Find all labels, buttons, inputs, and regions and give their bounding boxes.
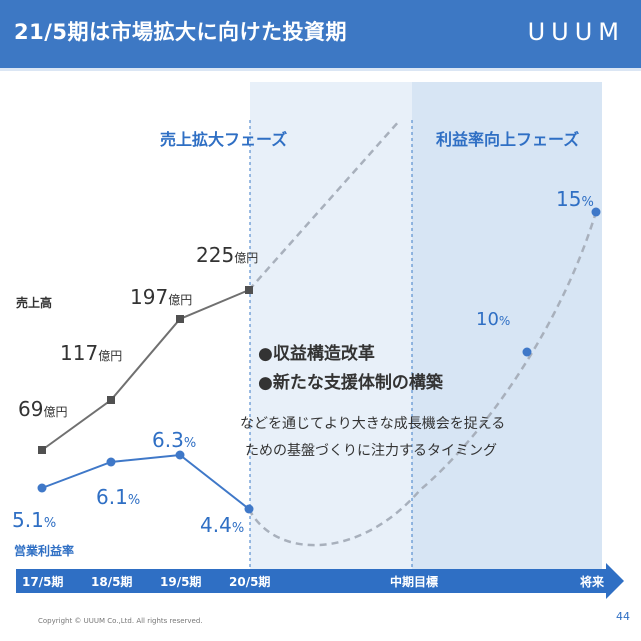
sales-point-3 [176, 315, 184, 323]
sales-value-1: 69億円 [18, 397, 68, 421]
timeline-arrowhead [606, 563, 624, 599]
margin-value-5: 10% [476, 309, 511, 330]
sales-label: 売上高 [16, 296, 53, 310]
phase2-title: 利益率向上フェーズ [436, 130, 580, 149]
timeline-label-5: 中期目標 [390, 575, 439, 589]
margin-value-3: 6.3% [152, 428, 197, 452]
sales-value-4: 225億円 [196, 243, 259, 267]
sales-point-4 [245, 286, 253, 294]
margin-point-4 [244, 504, 254, 514]
header-bar: 21/5期は市場拡大に向けた投資期 UUUM [0, 0, 641, 68]
timeline-bar [16, 569, 606, 593]
timeline-label-1: 17/5期 [22, 575, 64, 589]
sales-value-2: 117億円 [60, 341, 123, 365]
sales-point-2 [107, 396, 115, 404]
margin-value-6: 15% [556, 187, 594, 211]
phase1-title: 売上拡大フェーズ [160, 130, 288, 149]
phase1-panel [250, 82, 412, 570]
page-number: 44 [616, 610, 630, 623]
phase2-panel [412, 82, 602, 570]
note-line-2: ための基盤づくりに注力するタイミング [245, 443, 497, 459]
timeline-label-3: 19/5期 [160, 575, 202, 589]
timeline-label-4: 20/5期 [229, 575, 271, 589]
margin-point-6 [591, 207, 601, 217]
sales-point-1 [38, 446, 46, 454]
margin-projection-curve [247, 211, 598, 547]
sales-projection-line [248, 119, 401, 291]
bullet-1: ●収益構造改革 [258, 344, 375, 364]
margin-value-1: 5.1% [12, 508, 57, 532]
sales-line [41, 289, 250, 451]
sales-value-3: 197億円 [130, 285, 193, 309]
timeline-label-6: 将来 [580, 575, 605, 589]
margin-label: 営業利益率 [14, 544, 75, 558]
margin-point-3 [175, 450, 185, 460]
margin-point-5 [522, 347, 532, 357]
margin-value-2: 6.1% [96, 485, 141, 509]
margin-line [41, 453, 250, 510]
brand-logo: UUUM [527, 18, 625, 46]
copyright-text: Copyright © UUUM Co.,Ltd. All rights res… [38, 617, 203, 625]
note-line-1: などを通じてより大きな成長機会を捉える [240, 416, 506, 432]
margin-point-2 [106, 457, 116, 467]
margin-value-4: 4.4% [200, 513, 245, 537]
page-title: 21/5期は市場拡大に向けた投資期 [14, 20, 348, 44]
bullet-2: ●新たな支援体制の構築 [258, 373, 443, 393]
timeline-label-2: 18/5期 [91, 575, 133, 589]
margin-point-1 [37, 483, 47, 493]
header-divider [0, 68, 641, 71]
